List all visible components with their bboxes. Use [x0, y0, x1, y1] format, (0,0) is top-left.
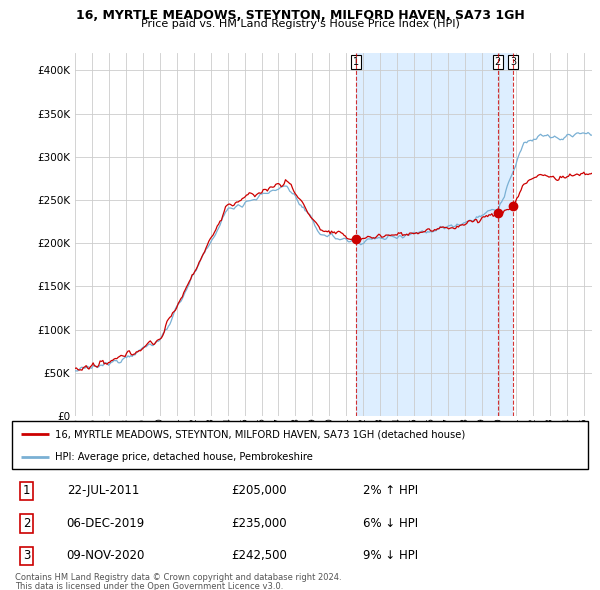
Text: 6% ↓ HPI: 6% ↓ HPI [364, 517, 418, 530]
Text: 3: 3 [510, 57, 517, 67]
Text: 09-NOV-2020: 09-NOV-2020 [67, 549, 145, 562]
Text: 2: 2 [494, 57, 501, 67]
Text: 22-JUL-2011: 22-JUL-2011 [67, 484, 139, 497]
Text: Price paid vs. HM Land Registry's House Price Index (HPI): Price paid vs. HM Land Registry's House … [140, 19, 460, 30]
Bar [356, 53, 514, 416]
Text: Contains HM Land Registry data © Crown copyright and database right 2024.: Contains HM Land Registry data © Crown c… [15, 573, 341, 582]
Text: This data is licensed under the Open Government Licence v3.0.: This data is licensed under the Open Gov… [15, 582, 283, 590]
Text: 06-DEC-2019: 06-DEC-2019 [67, 517, 145, 530]
Text: 1: 1 [353, 57, 359, 67]
Text: 9% ↓ HPI: 9% ↓ HPI [364, 549, 418, 562]
Text: £205,000: £205,000 [231, 484, 287, 497]
Text: 16, MYRTLE MEADOWS, STEYNTON, MILFORD HAVEN, SA73 1GH: 16, MYRTLE MEADOWS, STEYNTON, MILFORD HA… [76, 9, 524, 22]
Text: 3: 3 [23, 549, 30, 562]
Text: 1: 1 [23, 484, 30, 497]
Text: HPI: Average price, detached house, Pembrokeshire: HPI: Average price, detached house, Pemb… [55, 452, 313, 462]
Text: £235,000: £235,000 [231, 517, 287, 530]
Text: 2% ↑ HPI: 2% ↑ HPI [364, 484, 418, 497]
Text: 2: 2 [23, 517, 30, 530]
Text: £242,500: £242,500 [231, 549, 287, 562]
Text: 16, MYRTLE MEADOWS, STEYNTON, MILFORD HAVEN, SA73 1GH (detached house): 16, MYRTLE MEADOWS, STEYNTON, MILFORD HA… [55, 429, 466, 439]
FancyBboxPatch shape [12, 421, 588, 469]
